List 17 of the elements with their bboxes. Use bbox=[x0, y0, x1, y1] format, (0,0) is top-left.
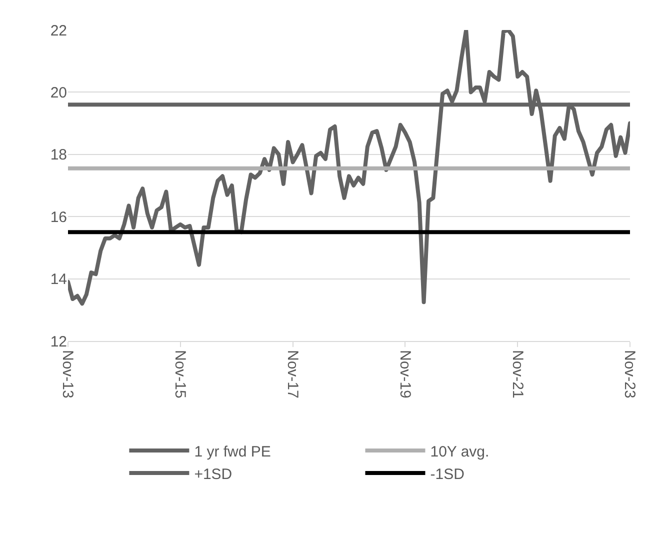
x-tick-label: Nov-23 bbox=[621, 350, 638, 398]
legend-label: +1SD bbox=[194, 466, 232, 483]
y-tick-label: 20 bbox=[50, 84, 67, 102]
line-series bbox=[68, 30, 630, 306]
x-tick-label: Nov-13 bbox=[59, 350, 76, 398]
y-tick-label: 22 bbox=[50, 22, 67, 40]
y-tick-label: 14 bbox=[50, 271, 67, 288]
legend-label: 1 yr fwd PE bbox=[194, 443, 271, 460]
legend-label: -1SD bbox=[430, 466, 465, 483]
y-tick-label: 18 bbox=[50, 146, 67, 164]
y-tick-label: 12 bbox=[50, 333, 67, 350]
y-tick-label: 16 bbox=[50, 208, 67, 226]
x-tick-label: Nov-17 bbox=[284, 350, 301, 398]
legend-label: 10Y avg. bbox=[430, 443, 490, 460]
x-tick-label: Nov-21 bbox=[508, 350, 526, 398]
x-tick-label: Nov-19 bbox=[396, 350, 414, 398]
x-tick-label: Nov-15 bbox=[171, 350, 188, 398]
